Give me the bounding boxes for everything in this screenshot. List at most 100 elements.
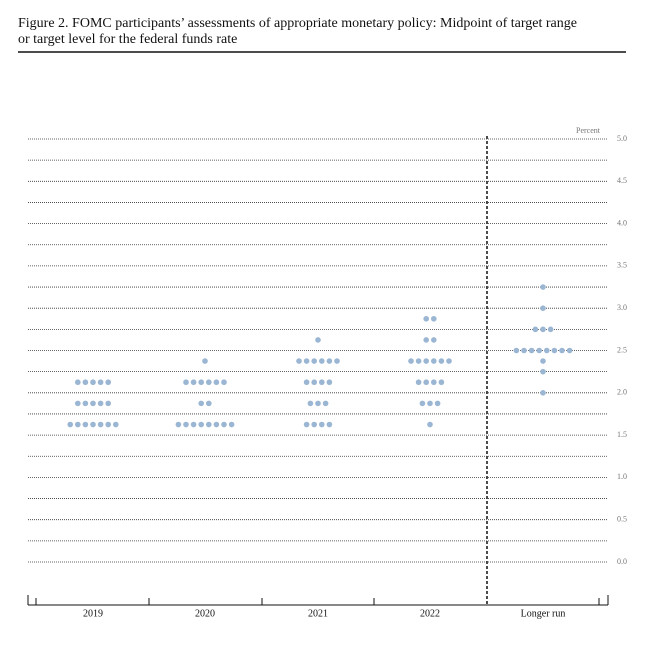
y-tick-label: 2.0 <box>617 388 627 397</box>
dot <box>311 421 318 428</box>
dot <box>221 421 227 428</box>
dot <box>303 379 310 386</box>
x-tick-label: 2020 <box>195 608 215 619</box>
dot <box>175 421 182 428</box>
dot <box>322 400 329 407</box>
dot <box>198 421 204 428</box>
dot <box>513 347 520 354</box>
dot <box>326 379 333 386</box>
x-tick-label: 2022 <box>420 608 440 619</box>
dot <box>75 379 81 386</box>
dot <box>521 347 527 354</box>
dot <box>446 358 452 364</box>
dot <box>423 337 430 343</box>
dot <box>540 305 546 312</box>
y-tick-label: 3.5 <box>617 261 627 270</box>
dot <box>113 421 119 428</box>
y-tick-label: 5.0 <box>617 134 627 143</box>
dot <box>213 379 220 386</box>
dot <box>97 400 104 407</box>
dot <box>427 400 433 407</box>
dot <box>532 326 539 333</box>
dot <box>315 337 321 343</box>
dot <box>311 379 318 386</box>
dot <box>90 379 96 386</box>
dot <box>206 421 212 428</box>
dot <box>326 358 333 364</box>
dot <box>105 379 111 386</box>
y-tick-label: 0.5 <box>617 515 627 524</box>
title-line: or target level for the federal funds ra… <box>18 32 237 47</box>
dot <box>190 379 197 386</box>
dot <box>82 400 89 407</box>
dot <box>319 379 325 386</box>
y-tick-label: 2.5 <box>617 345 627 354</box>
dot <box>547 326 554 333</box>
dot <box>334 358 340 364</box>
dot <box>90 400 96 407</box>
y-tick-label: 1.5 <box>617 430 627 439</box>
dot <box>296 358 302 364</box>
dot <box>82 421 89 428</box>
y-tick-label: 4.0 <box>617 218 627 227</box>
dot <box>540 390 546 396</box>
dot <box>213 421 220 428</box>
dot <box>75 400 81 407</box>
y-tick-label: 3.0 <box>617 303 627 312</box>
dot <box>431 358 437 364</box>
dot <box>198 400 204 407</box>
dot <box>528 347 535 354</box>
dot <box>198 379 204 386</box>
dot <box>427 421 433 428</box>
dot <box>315 400 321 407</box>
dot <box>540 368 546 375</box>
dot <box>438 358 445 364</box>
dot <box>540 284 546 290</box>
dot <box>434 400 441 407</box>
dot <box>431 379 437 386</box>
dot <box>303 358 310 364</box>
dot <box>408 358 414 364</box>
dot <box>97 421 104 428</box>
dot <box>536 347 542 354</box>
dot <box>90 421 96 428</box>
dot <box>97 379 104 386</box>
dot <box>431 315 437 322</box>
dot <box>319 421 325 428</box>
dot <box>540 358 546 364</box>
dot <box>190 421 197 428</box>
dot <box>423 315 430 322</box>
dot <box>206 400 212 407</box>
dot <box>438 379 445 386</box>
x-tick-label: Longer run <box>521 608 566 619</box>
dot <box>183 421 189 428</box>
dot <box>551 347 558 354</box>
unit-label: Percent <box>576 126 601 135</box>
dot <box>202 358 208 364</box>
y-tick-label: 1.0 <box>617 472 627 481</box>
dot <box>105 421 111 428</box>
dot <box>423 379 430 386</box>
dot <box>206 379 212 386</box>
dot <box>419 400 426 407</box>
dot <box>311 358 318 364</box>
dot <box>540 326 546 333</box>
dot <box>105 400 111 407</box>
dot <box>423 358 430 364</box>
dot <box>319 358 325 364</box>
dot <box>303 421 310 428</box>
dot <box>75 421 81 428</box>
dot <box>221 379 227 386</box>
y-tick-label: 0.0 <box>617 557 627 566</box>
dot <box>228 421 235 428</box>
x-ticks <box>27 595 609 605</box>
x-tick-label: 2019 <box>83 608 103 619</box>
dot <box>326 421 333 428</box>
dot <box>415 379 422 386</box>
y-tick-label: 4.5 <box>617 176 627 185</box>
title-line: Figure 2. FOMC participants’ assessments… <box>18 16 577 31</box>
dot <box>183 379 189 386</box>
dot <box>431 337 437 343</box>
dot <box>67 421 73 428</box>
